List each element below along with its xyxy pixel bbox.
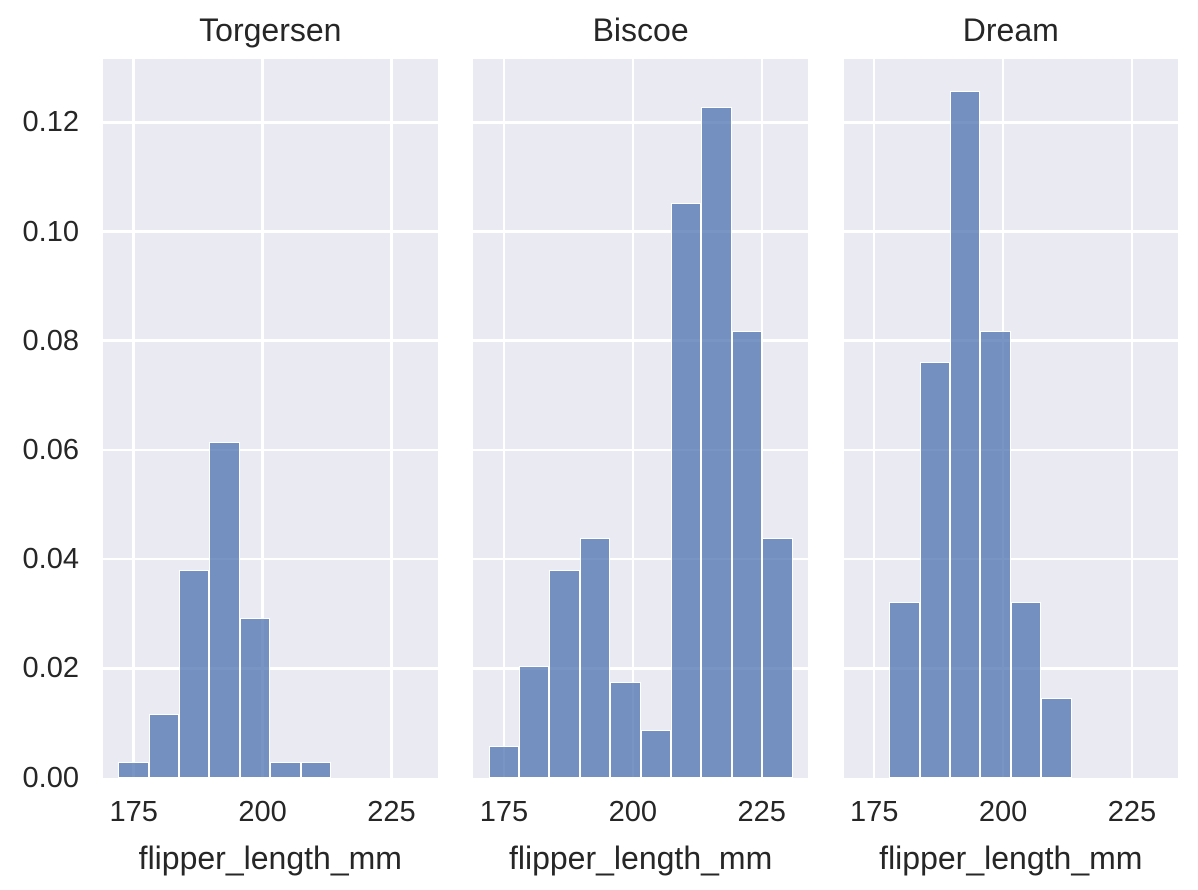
gridline xyxy=(843,448,1179,452)
histogram-bar xyxy=(1010,601,1042,778)
facet-title: Biscoe xyxy=(592,12,689,48)
gridline xyxy=(843,339,1179,342)
histogram-bar xyxy=(518,665,550,778)
y-tick-label: 0.02 xyxy=(22,652,79,685)
x-tick-label: 225 xyxy=(737,796,786,828)
gridline xyxy=(843,121,1179,124)
histogram-bar xyxy=(919,362,950,778)
x-tick-label: 175 xyxy=(109,796,158,828)
x-tick-label: 200 xyxy=(978,796,1028,828)
histogram-bar xyxy=(980,330,1011,778)
gridline xyxy=(103,230,438,233)
histogram-bar xyxy=(209,442,240,778)
histogram-bar xyxy=(579,538,611,778)
x-tick-label: 175 xyxy=(479,796,529,828)
x-axis-label: flipper_length_mm xyxy=(879,840,1143,876)
gridline xyxy=(872,58,876,778)
histogram-bar xyxy=(671,202,702,778)
histogram-bar xyxy=(300,761,332,778)
gridline xyxy=(103,667,438,670)
gridline xyxy=(473,339,808,342)
facet-panel xyxy=(103,58,438,778)
histogram-bar xyxy=(1041,697,1072,778)
gridline xyxy=(473,557,808,561)
x-axis-label: flipper_length_mm xyxy=(138,840,402,876)
histogram-bar xyxy=(640,729,671,778)
gridline xyxy=(843,230,1179,233)
facet-title: Torgersen xyxy=(199,12,342,48)
y-tick-label: 0.08 xyxy=(22,324,79,357)
histogram-bar xyxy=(270,761,301,778)
gridline xyxy=(473,230,808,233)
x-axis-label: flipper_length_mm xyxy=(508,840,773,876)
y-tick-label: 0.04 xyxy=(22,543,79,576)
gridline xyxy=(103,448,438,452)
x-tick-label: 200 xyxy=(608,796,658,828)
gridline xyxy=(103,339,438,342)
histogram-bar xyxy=(488,745,519,778)
x-tick-label: 200 xyxy=(238,796,287,828)
facet-panel xyxy=(473,58,808,778)
facet-panel xyxy=(843,58,1179,778)
gridline xyxy=(502,58,506,778)
y-tick-label: 0.10 xyxy=(22,215,79,248)
histogram-bar xyxy=(701,107,732,778)
histogram-bar xyxy=(118,761,149,778)
gridline xyxy=(473,448,808,452)
x-tick-label: 175 xyxy=(849,796,899,828)
histogram-bar xyxy=(762,538,793,778)
y-tick-label: 0.06 xyxy=(22,433,79,466)
gridline xyxy=(631,58,635,778)
gridline xyxy=(1130,58,1134,778)
gridline xyxy=(473,667,808,670)
y-tick-label: 0.12 xyxy=(22,106,79,139)
histogram-bar xyxy=(731,330,763,778)
histogram-bar xyxy=(179,570,210,778)
gridline xyxy=(473,121,808,124)
histogram-bar xyxy=(239,617,271,778)
gridline xyxy=(261,58,264,778)
histogram-bar xyxy=(889,601,920,778)
gridline xyxy=(843,557,1179,561)
x-tick-label: 225 xyxy=(367,796,416,828)
histogram-bar xyxy=(949,91,981,778)
gridline xyxy=(390,58,393,778)
histogram-bar xyxy=(148,713,180,778)
gridline xyxy=(132,58,135,778)
gridline xyxy=(103,121,438,124)
y-tick-label: 0.00 xyxy=(22,761,79,794)
gridline xyxy=(103,557,438,561)
histogram-bar xyxy=(610,681,641,778)
facet-title: Dream xyxy=(962,12,1059,48)
histogram-bar xyxy=(549,570,580,778)
x-tick-label: 225 xyxy=(1107,796,1157,828)
